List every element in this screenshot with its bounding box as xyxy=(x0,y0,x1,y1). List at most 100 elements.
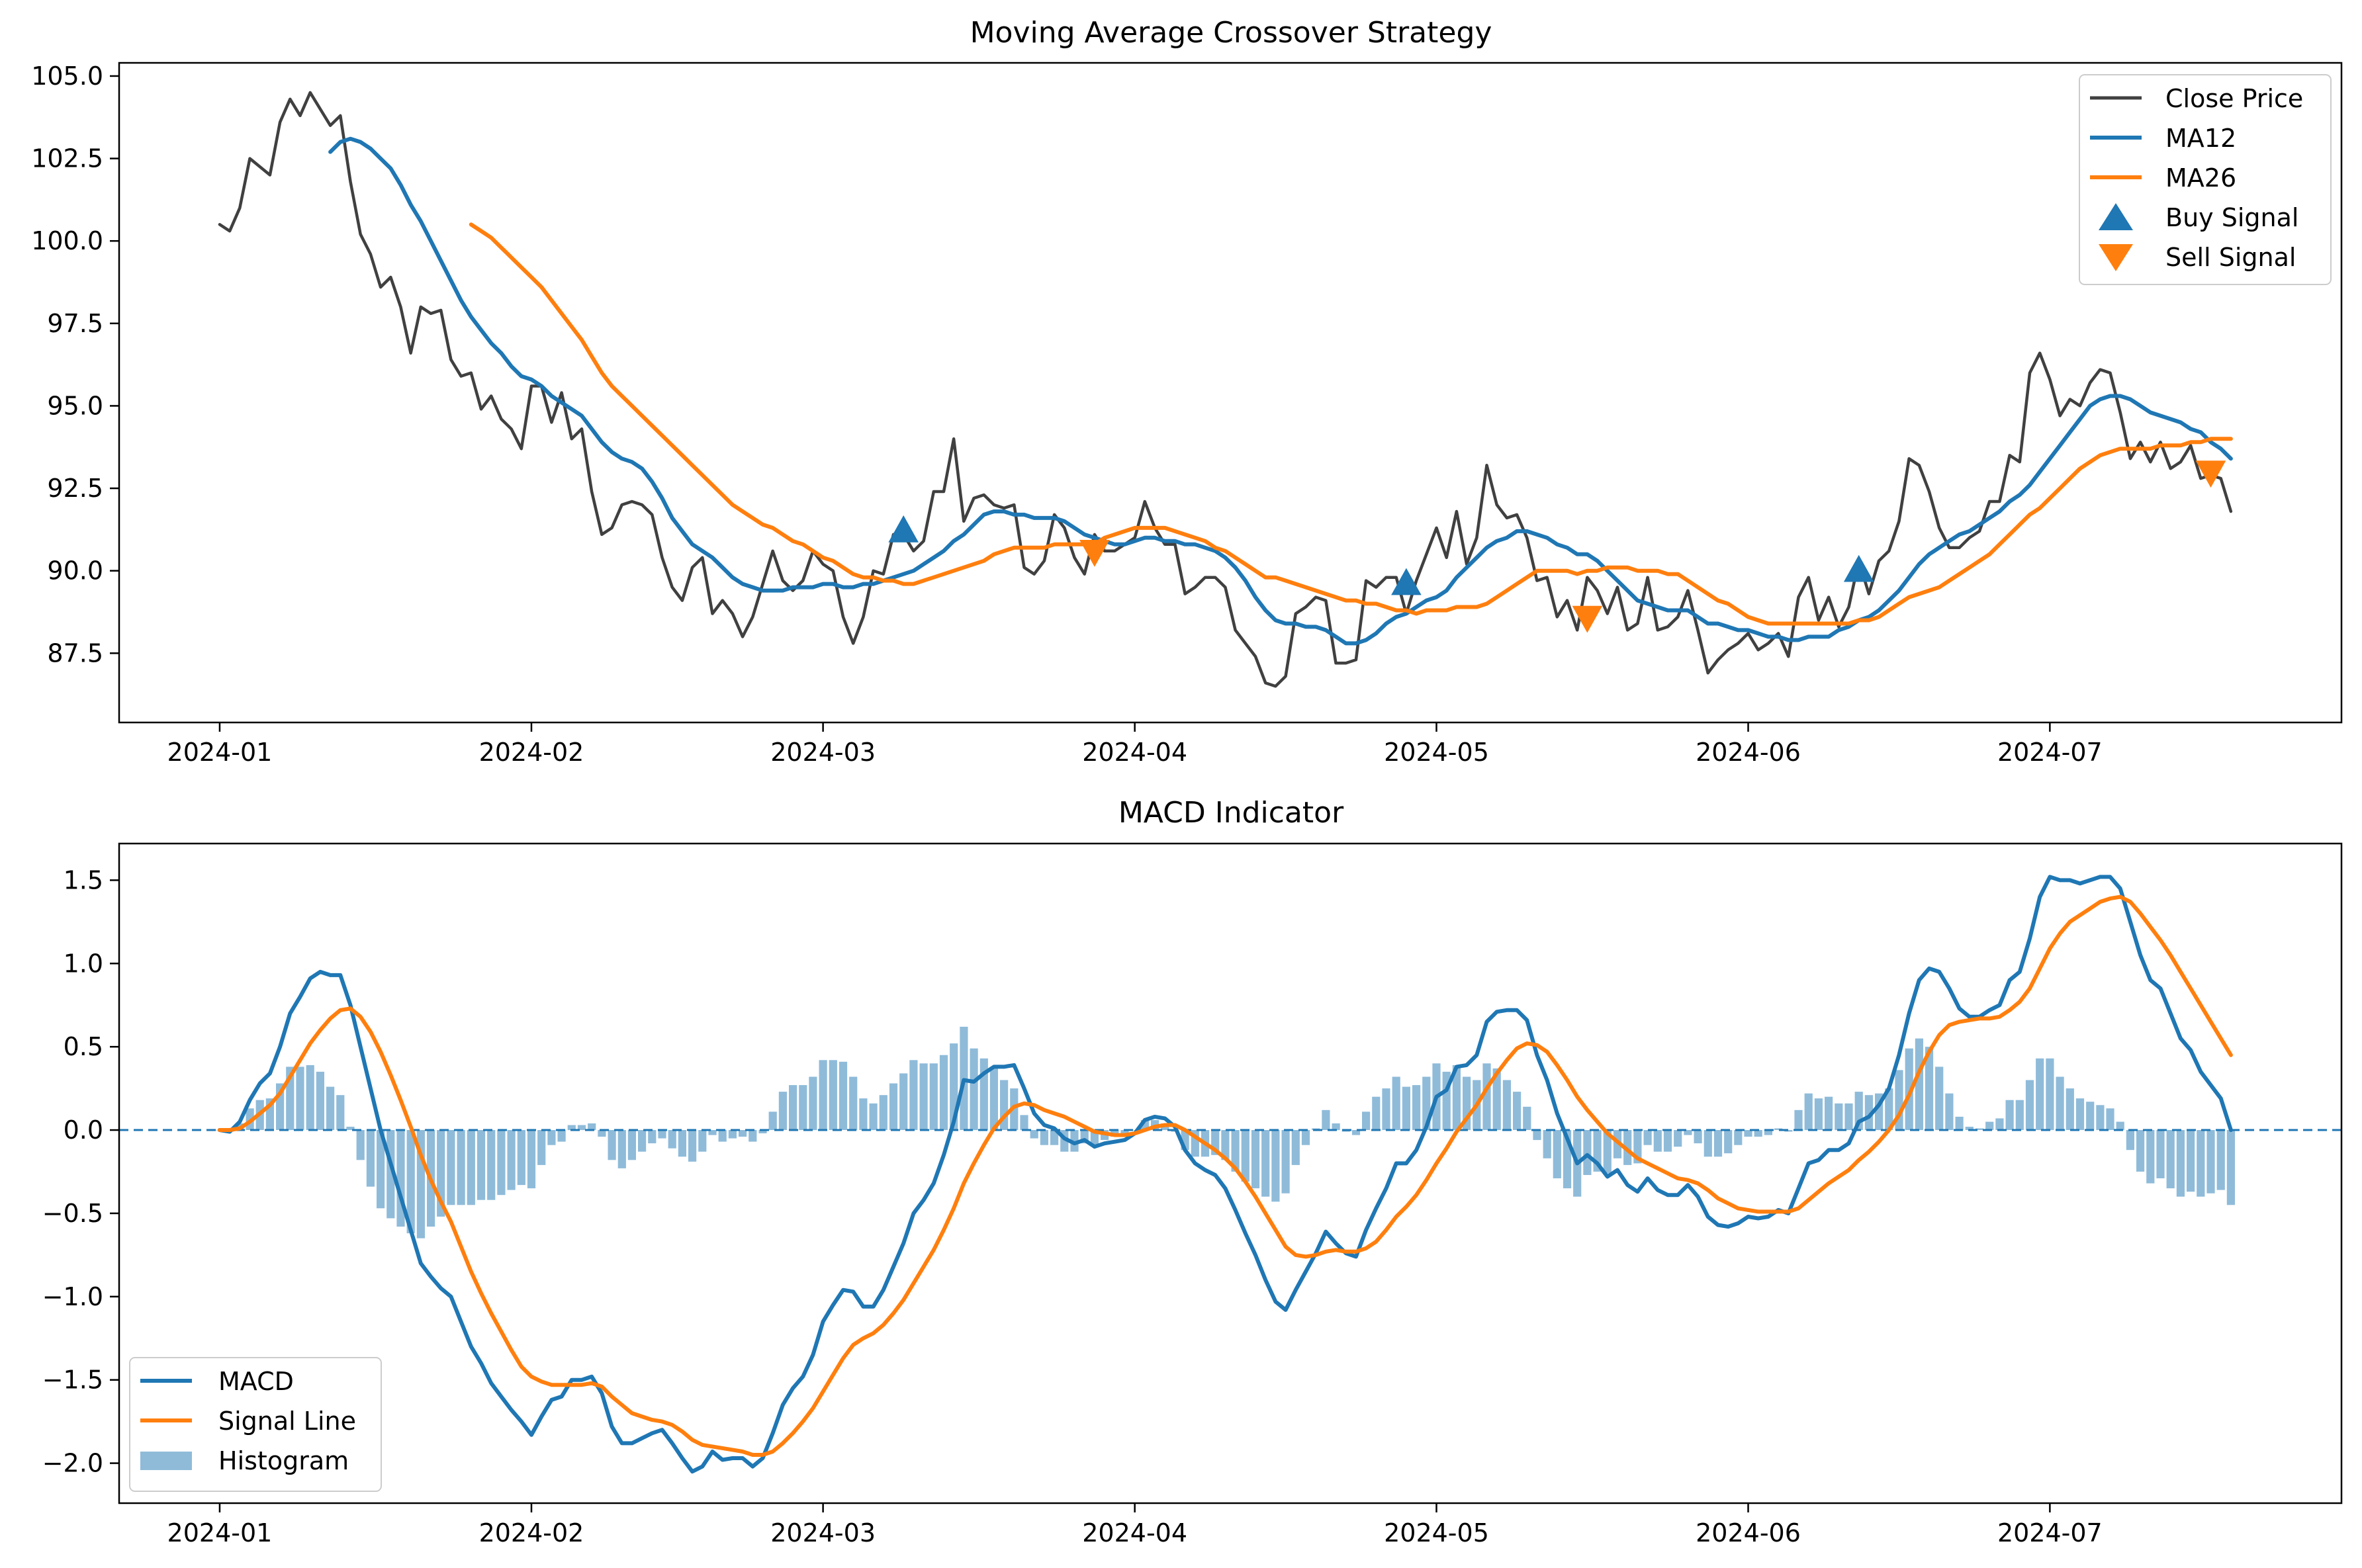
price-plot-area xyxy=(218,91,2233,688)
histogram-bar xyxy=(2086,1102,2095,1130)
ma26-line xyxy=(469,222,2233,626)
macd-legend-box xyxy=(129,1357,382,1492)
histogram-bar xyxy=(749,1130,757,1142)
macd-y-tick-label: −1.0 xyxy=(42,1282,103,1311)
price-legend: Close Price MA12 MA26 Buy Signal Sell Si… xyxy=(2079,74,2332,285)
histogram-bar xyxy=(1452,1065,1461,1131)
histogram-bar xyxy=(1221,1130,1230,1160)
macd-y-tick-label: −2.0 xyxy=(42,1449,103,1478)
histogram-bar xyxy=(1070,1130,1079,1152)
histogram-bar xyxy=(2197,1130,2205,1197)
histogram-bar xyxy=(346,1127,355,1130)
histogram-bar xyxy=(557,1130,566,1142)
histogram-bar xyxy=(1351,1130,1361,1135)
price-panel: Moving Average Crossover Strategy 2024-0… xyxy=(31,16,2343,767)
histogram-bar xyxy=(778,1092,787,1130)
histogram-bar xyxy=(2156,1130,2165,1178)
histogram-bar xyxy=(356,1130,365,1160)
histogram-bar xyxy=(1684,1130,1692,1135)
histogram-bar xyxy=(1674,1130,1682,1147)
price-y-tick-label: 102.5 xyxy=(31,144,103,173)
histogram-bar xyxy=(1774,1128,1783,1130)
price-y-tick-label: 95.0 xyxy=(47,391,103,420)
buy-signal-marker xyxy=(888,515,919,543)
histogram-bar xyxy=(1955,1116,1964,1130)
price-y-tick-label: 97.5 xyxy=(47,309,103,338)
histogram-bar xyxy=(1663,1130,1672,1152)
histogram-bar xyxy=(1945,1093,1954,1131)
histogram-bar xyxy=(2187,1130,2195,1192)
histogram-bar xyxy=(869,1103,878,1131)
macd-y-tick-label: 1.5 xyxy=(64,865,103,894)
histogram-bar xyxy=(1332,1123,1340,1131)
histogram-bar xyxy=(1271,1130,1280,1202)
histogram-bar xyxy=(497,1130,506,1196)
histogram-bar xyxy=(477,1130,486,1200)
histogram-bar xyxy=(547,1130,556,1145)
macd-series-group xyxy=(119,875,2341,1474)
macd-x-tick-label: 2024-07 xyxy=(1997,1518,2103,1547)
histogram-bar xyxy=(1402,1086,1410,1131)
histogram-bar xyxy=(2166,1130,2175,1189)
histogram-bar xyxy=(1825,1096,1833,1131)
histogram-bar xyxy=(1915,1038,1923,1131)
price-x-tick-label: 2024-02 xyxy=(479,738,584,767)
histogram-bar xyxy=(1804,1093,1813,1131)
histogram-bar xyxy=(1372,1096,1381,1131)
histogram-bar xyxy=(768,1111,777,1130)
sell-signal-marker xyxy=(2195,460,2226,488)
histogram-bar xyxy=(507,1130,516,1190)
histogram-bar xyxy=(447,1130,455,1205)
histogram-bar xyxy=(1322,1110,1330,1130)
legend-buy-signal-label: Buy Signal xyxy=(2165,203,2298,232)
legend-sell-signal-marker xyxy=(2099,244,2133,271)
histogram-bar xyxy=(1965,1127,1974,1130)
macd-x-tick-label: 2024-03 xyxy=(770,1518,876,1547)
histogram-bar xyxy=(1382,1088,1390,1130)
histogram-bar xyxy=(366,1130,375,1187)
legend-histogram-label: Histogram xyxy=(218,1446,349,1475)
histogram-bar xyxy=(1231,1130,1240,1172)
histogram-bar xyxy=(1241,1130,1249,1182)
legend-close-price-label: Close Price xyxy=(2165,84,2303,113)
legend-signal-line-label: Signal Line xyxy=(218,1407,356,1436)
legend-buy-signal-marker xyxy=(2099,203,2133,230)
histogram-bar xyxy=(527,1130,536,1189)
histogram-bar xyxy=(1513,1092,1522,1130)
histogram-bar xyxy=(1392,1076,1400,1131)
legend-ma12-label: MA12 xyxy=(2165,124,2236,153)
histogram-bar xyxy=(909,1060,918,1130)
histogram-bar xyxy=(1835,1103,1843,1131)
histogram-bar xyxy=(1713,1130,1723,1157)
histogram-bar xyxy=(336,1095,345,1131)
histogram-bar xyxy=(688,1130,697,1162)
price-x-tick-label: 2024-01 xyxy=(167,738,273,767)
histogram-bar xyxy=(849,1076,858,1131)
histogram-bar xyxy=(1885,1088,1893,1130)
histogram-bar xyxy=(1362,1111,1371,1130)
macd-x-axis: 2024-01 2024-02 2024-03 2024-04 2024-05 2024-… xyxy=(167,1503,2103,1547)
histogram-bar xyxy=(1020,1115,1028,1131)
macd-y-tick-label: 0.5 xyxy=(64,1032,103,1061)
histogram-bar xyxy=(2066,1088,2074,1130)
histogram-bar xyxy=(739,1130,747,1137)
histogram-bar xyxy=(1553,1130,1561,1178)
histogram-bar xyxy=(2015,1100,2024,1130)
legend-macd-label: MACD xyxy=(218,1367,294,1396)
macd-x-tick-label: 2024-04 xyxy=(1082,1518,1187,1547)
histogram-bar xyxy=(718,1130,727,1142)
histogram-bar xyxy=(698,1130,707,1152)
histogram-bar xyxy=(989,1068,998,1131)
macd-x-tick-label: 2024-02 xyxy=(479,1518,584,1547)
histogram-bar xyxy=(1543,1130,1551,1158)
histogram-bar xyxy=(799,1085,807,1131)
histogram-bar xyxy=(1975,1128,1984,1130)
price-x-tick-label: 2024-04 xyxy=(1082,738,1187,767)
histogram-bar xyxy=(1482,1063,1491,1130)
histogram-bar xyxy=(306,1065,314,1131)
histogram-bar xyxy=(2226,1130,2235,1205)
histogram-bar xyxy=(577,1125,586,1131)
histogram-bar xyxy=(829,1060,837,1130)
histogram-bar xyxy=(2036,1058,2044,1131)
